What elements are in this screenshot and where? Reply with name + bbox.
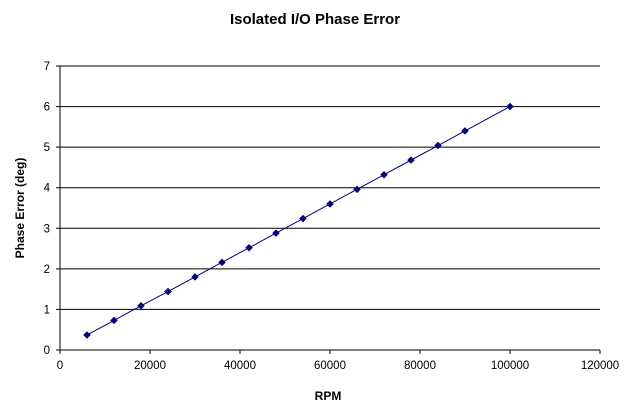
- data-point-6: [245, 243, 253, 252]
- data-point-3: [164, 287, 172, 296]
- data-point-9: [326, 200, 334, 208]
- y-tick-label-5: 5: [44, 142, 50, 154]
- data-point-13: [434, 141, 442, 150]
- x-tick-label-5: 100000: [491, 360, 529, 372]
- x-tick-label-2: 40000: [224, 360, 256, 372]
- y-tick-label-0: 0: [44, 345, 50, 357]
- tick-labels: 0 1 2 3 4 5 6 7 0 20000 40000 60000 80000 100000 12000…: [44, 61, 620, 372]
- chart-title: Isolated I/O Phase Error: [230, 11, 400, 28]
- x-tick-label-4: 80000: [404, 360, 436, 372]
- series-line-0: [86, 106, 511, 336]
- plot-background: [60, 66, 600, 350]
- data-point-2: [137, 301, 145, 310]
- series: [83, 102, 514, 339]
- data-point-8: [299, 214, 307, 223]
- data-point-1: [110, 316, 118, 325]
- y-tick-label-1: 1: [44, 304, 50, 316]
- y-tick-label-4: 4: [44, 183, 51, 195]
- y-tick-label-7: 7: [44, 61, 50, 73]
- y-tick-label-2: 2: [44, 264, 50, 276]
- data-point-0: [83, 331, 91, 339]
- x-axis-label: RPM: [315, 389, 342, 403]
- plot-area: [60, 66, 600, 350]
- y-tick-label-3: 3: [44, 223, 50, 235]
- data-point-15: [506, 102, 514, 111]
- data-point-4: [191, 273, 199, 281]
- data-point-11: [380, 170, 388, 179]
- x-tick-label-0: 0: [57, 360, 63, 372]
- x-tick-label-1: 20000: [134, 360, 166, 372]
- y-tick-label-6: 6: [44, 102, 50, 114]
- data-point-7: [272, 229, 280, 238]
- data-point-10: [353, 185, 361, 194]
- data-point-12: [407, 156, 415, 164]
- data-point-5: [218, 258, 226, 267]
- axes: [56, 65, 601, 354]
- x-tick-label-3: 60000: [314, 360, 346, 372]
- data-point-14: [461, 127, 469, 135]
- y-axis-label: Phase Error (deg): [13, 158, 27, 259]
- x-tick-label-6: 120000: [581, 360, 619, 372]
